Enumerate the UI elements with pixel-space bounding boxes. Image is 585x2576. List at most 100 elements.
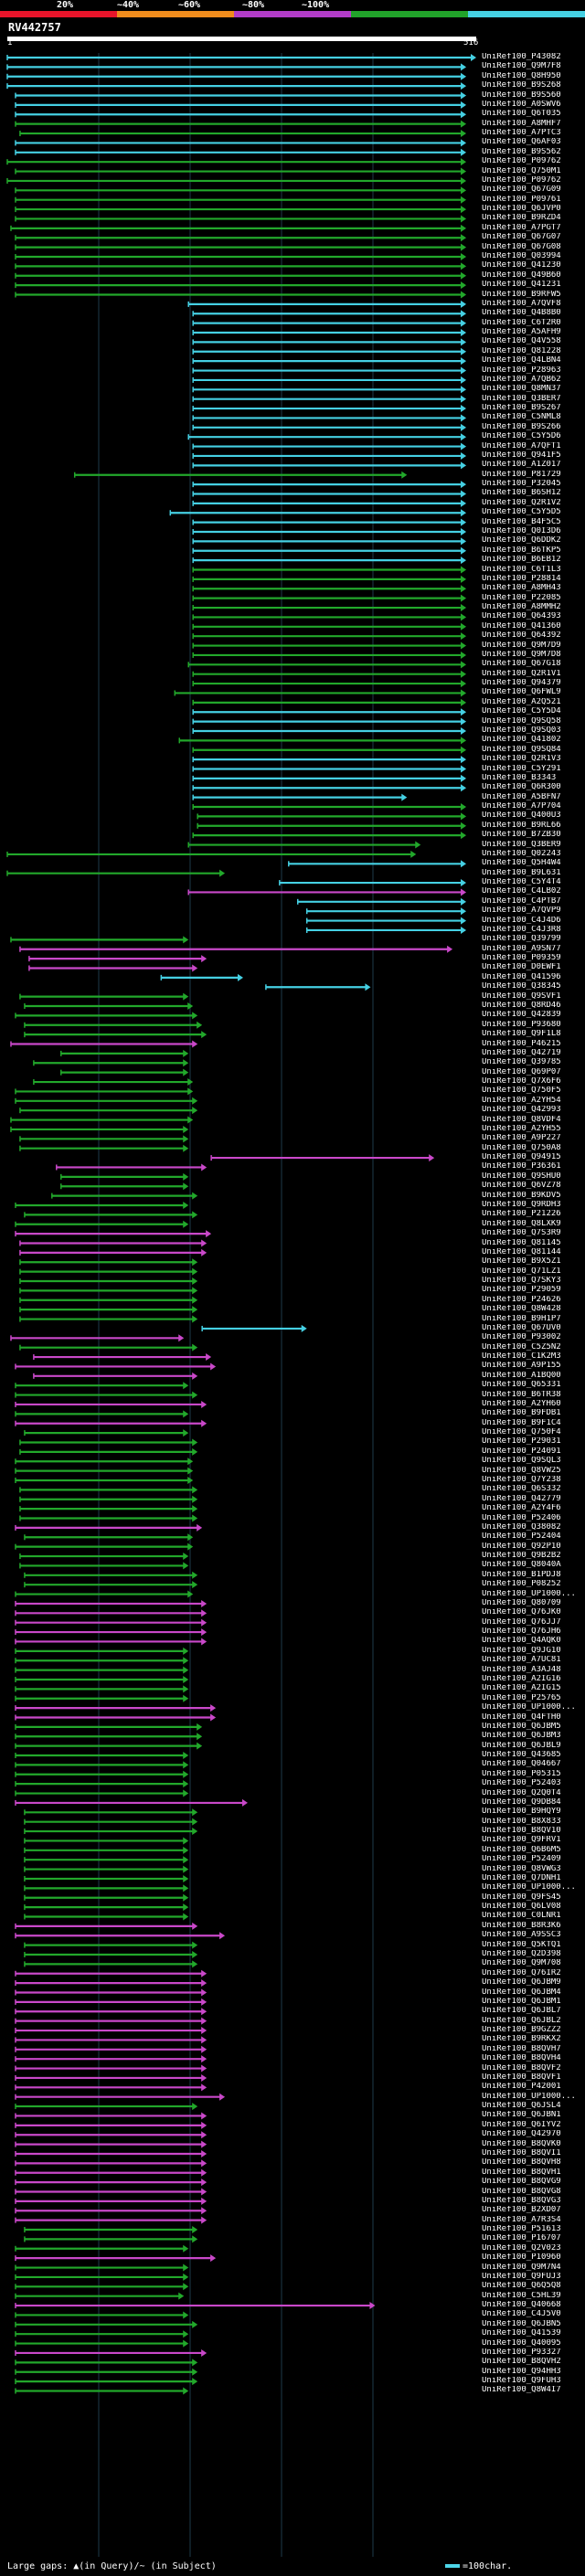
hit-label[interactable]: UniRef100_Q80709 [482,1598,561,1607]
hit-label[interactable]: UniRef100_B9F1C4 [482,1418,561,1427]
hit-label[interactable]: UniRef100_C5Y4T4 [482,878,561,887]
hit-label[interactable]: UniRef100_Q9M708 [482,1959,561,1968]
hit-label[interactable]: UniRef100_Q41230 [482,261,561,270]
hit-label[interactable]: UniRef100_P09762 [482,157,561,166]
hit-label[interactable]: UniRef100_Q9F1L8 [482,1030,561,1039]
hit-label[interactable]: UniRef100_Q41539 [482,2329,561,2338]
hit-label[interactable]: UniRef100_P93680 [482,1020,561,1029]
hit-label[interactable]: UniRef100_Q8W4I7 [482,2386,561,2395]
hit-label[interactable]: UniRef100_C4J5V0 [482,2310,561,2319]
hit-label[interactable]: UniRef100_P52403 [482,1779,561,1788]
hit-label[interactable]: UniRef100_Q750F5 [482,1087,561,1096]
hit-label[interactable]: UniRef100_Q42839 [482,1011,561,1020]
hit-label[interactable]: UniRef100_B6EB12 [482,556,561,565]
hit-label[interactable]: UniRef100_Q76JH6 [482,1627,561,1637]
hit-label[interactable]: UniRef100_Q6JBL9 [482,1741,561,1750]
hit-label[interactable]: UniRef100_Q6R300 [482,783,561,792]
hit-label[interactable]: UniRef100_P36361 [482,1162,561,1171]
hit-label[interactable]: UniRef100_Q6JBM1 [482,1997,561,2006]
hit-label[interactable]: UniRef100_P43082 [482,53,561,61]
hit-label[interactable]: UniRef100_P81729 [482,470,561,479]
hit-label[interactable]: UniRef100_C6T1L3 [482,565,561,574]
hit-label[interactable]: UniRef100_Q9FS45 [482,1892,561,1902]
hit-label[interactable]: UniRef100_A7QFT1 [482,441,561,451]
hit-label[interactable]: UniRef100_A9P227 [482,1134,561,1143]
hit-label[interactable]: UniRef100_Q5H4W4 [482,859,561,868]
hit-label[interactable]: UniRef100_P32045 [482,480,561,489]
hit-label[interactable]: UniRef100_B9RKX2 [482,2035,561,2044]
hit-label[interactable]: UniRef100_B9S266 [482,422,561,431]
hit-label[interactable]: UniRef100_Q750F4 [482,1428,561,1437]
hit-label[interactable]: UniRef100_Q6Q5Q8 [482,2282,561,2291]
hit-label[interactable]: UniRef100_P52409 [482,1855,561,1864]
hit-label[interactable]: UniRef100_B6SH12 [482,489,561,498]
hit-label[interactable]: UniRef100_Q6JBL2 [482,2016,561,2025]
hit-label[interactable]: UniRef100_A2IG16 [482,1674,561,1683]
hit-label[interactable]: UniRef100_Q92P10 [482,1542,561,1551]
hit-label[interactable]: UniRef100_Q76JK0 [482,1608,561,1617]
hit-label[interactable]: UniRef100_Q41596 [482,972,561,981]
hit-label[interactable]: UniRef100_Q40095 [482,2338,561,2348]
hit-label[interactable]: UniRef100_Q8VDF4 [482,1115,561,1124]
hit-label[interactable]: UniRef100_Q41802 [482,736,561,745]
hit-label[interactable]: UniRef100_B6TKP5 [482,546,561,555]
hit-label[interactable]: UniRef100_A7UC81 [482,1656,561,1665]
hit-label[interactable]: UniRef100_Q6JBM9 [482,1978,561,1988]
hit-label[interactable]: UniRef100_Q65331 [482,1381,561,1390]
hit-label[interactable]: UniRef100_Q6JVP0 [482,205,561,214]
hit-label[interactable]: UniRef100_P52404 [482,1532,561,1542]
hit-label[interactable]: UniRef100_Q5KTQ1 [482,1940,561,1949]
hit-label[interactable]: UniRef100_A9SN77 [482,944,561,953]
hit-label[interactable]: UniRef100_P16707 [482,2234,561,2243]
hit-label[interactable]: UniRef100_Q6JBM5 [482,1722,561,1731]
hit-label[interactable]: UniRef100_Q9RDH3 [482,1200,561,1209]
hit-label[interactable]: UniRef100_P93002 [482,1333,561,1342]
hit-label[interactable]: UniRef100_A7QB62 [482,375,561,384]
hit-label[interactable]: UniRef100_B9RFW5 [482,290,561,299]
hit-label[interactable]: UniRef100_Q2R1V1 [482,669,561,678]
hit-label[interactable]: UniRef100_Q39799 [482,935,561,944]
hit-label[interactable]: UniRef100_P10960 [482,2253,561,2263]
hit-label[interactable]: UniRef100_A7PGT7 [482,223,561,232]
hit-label[interactable]: UniRef100_Q8W428 [482,1305,561,1314]
hit-label[interactable]: UniRef100_C5HL39 [482,2291,561,2300]
hit-label[interactable]: UniRef100_Q6B6M5 [482,1845,561,1854]
hit-label[interactable]: UniRef100_Q4B8B0 [482,309,561,318]
hit-label[interactable]: UniRef100_P28814 [482,574,561,583]
hit-label[interactable]: UniRef100_B8QVH8 [482,2158,561,2168]
hit-label[interactable]: UniRef100_D0EWF1 [482,963,561,972]
hit-label[interactable]: UniRef100_Q8VW25 [482,1466,561,1475]
hit-label[interactable]: UniRef100_A9SSC3 [482,1931,561,1940]
hit-label[interactable]: UniRef100_Q9FRV1 [482,1836,561,1845]
hit-label[interactable]: UniRef100_Q4FTH0 [482,1712,561,1722]
hit-label[interactable]: UniRef100_Q9SQL3 [482,1457,561,1466]
hit-label[interactable]: UniRef100_Q6AF03 [482,138,561,147]
hit-label[interactable]: UniRef100_Q67G09 [482,186,561,195]
hit-label[interactable]: UniRef100_Q9JG10 [482,1646,561,1655]
hit-label[interactable]: UniRef100_UP1000... [482,1883,576,1892]
hit-label[interactable]: UniRef100_Q9M7N4 [482,2263,561,2272]
hit-label[interactable]: UniRef100_P22085 [482,593,561,602]
hit-label[interactable]: UniRef100_C5NML8 [482,413,561,422]
hit-label[interactable]: UniRef100_Q3BER7 [482,394,561,403]
hit-label[interactable]: UniRef100_A5AFH9 [482,328,561,337]
hit-label[interactable]: UniRef100_Q67G07 [482,233,561,242]
hit-label[interactable]: UniRef100_Q94915 [482,1153,561,1162]
hit-label[interactable]: UniRef100_Q2R1V2 [482,498,561,507]
hit-label[interactable]: UniRef100_Q8MN37 [482,385,561,394]
hit-label[interactable]: UniRef100_B8QVF2 [482,2063,561,2072]
hit-label[interactable]: UniRef100_B2XD07 [482,2206,561,2215]
hit-label[interactable]: UniRef100_P93327 [482,2348,561,2357]
hit-label[interactable]: UniRef100_Q38082 [482,1522,561,1532]
hit-label[interactable]: UniRef100_B9HQY9 [482,1807,561,1817]
hit-label[interactable]: UniRef100_Q9M7D8 [482,650,561,659]
hit-label[interactable]: UniRef100_B9L631 [482,868,561,877]
hit-label[interactable]: UniRef100_Q9FUJ3 [482,2272,561,2281]
hit-label[interactable]: UniRef100_C6T2R0 [482,318,561,327]
hit-label[interactable]: UniRef100_Q3BER9 [482,840,561,849]
hit-label[interactable]: UniRef100_P09761 [482,195,561,204]
hit-label[interactable]: UniRef100_A7R3S4 [482,2215,561,2224]
hit-label[interactable]: UniRef100_B8QVH7 [482,2044,561,2053]
hit-label[interactable]: UniRef100_Q9SQ58 [482,716,561,726]
hit-label[interactable]: UniRef100_Q9SQ03 [482,726,561,735]
